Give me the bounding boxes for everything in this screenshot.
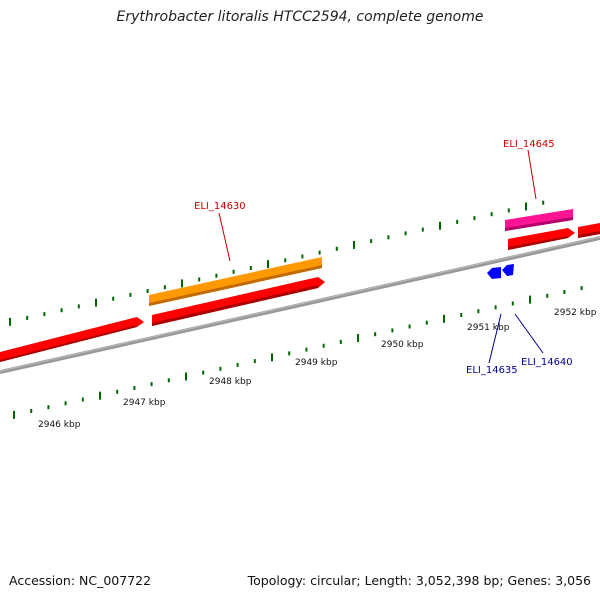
leader-eli14630 bbox=[218, 212, 231, 262]
kbp-label-2950: 2950 kbp bbox=[381, 340, 424, 350]
kbp-label-2951: 2951 kbp bbox=[467, 323, 510, 333]
forward-gene-left[interactable] bbox=[0, 317, 144, 362]
kbp-label-2952: 2952 kbp bbox=[554, 308, 597, 318]
kbp-label-2947: 2947 kbp bbox=[123, 398, 166, 408]
forward-gene-edge[interactable] bbox=[578, 223, 600, 238]
label-eli14630[interactable]: ELI_14630 bbox=[194, 201, 246, 212]
gene-eli14635-arrow[interactable] bbox=[487, 267, 501, 279]
leader-eli14645 bbox=[527, 149, 537, 200]
inner-tick-row bbox=[13, 286, 583, 419]
leader-eli14635 bbox=[488, 313, 502, 364]
kbp-label-2946: 2946 kbp bbox=[38, 420, 81, 430]
label-eli14640[interactable]: ELI_14640 bbox=[521, 357, 573, 368]
forward-gene-middle[interactable] bbox=[152, 277, 325, 326]
gene-eli14645-bar[interactable] bbox=[505, 209, 573, 231]
genome-summary-text: Topology: circular; Length: 3,052,398 bp… bbox=[247, 573, 591, 588]
leader-eli14640 bbox=[514, 313, 544, 354]
outer-tick-row bbox=[9, 200, 545, 326]
genome-title: Erythrobacter litoralis HTCC2594, comple… bbox=[116, 9, 484, 25]
genome-backbone-highlight bbox=[0, 236, 600, 372]
gene-eli14630-bar[interactable] bbox=[149, 257, 322, 306]
kbp-label-2948: 2948 kbp bbox=[209, 377, 252, 387]
accession-text: Accession: NC_007722 bbox=[9, 573, 152, 588]
forward-gene-right[interactable] bbox=[508, 228, 575, 250]
genome-backbone bbox=[0, 236, 600, 374]
kbp-label-2949: 2949 kbp bbox=[295, 358, 338, 368]
label-eli14635[interactable]: ELI_14635 bbox=[466, 365, 518, 376]
label-eli14645[interactable]: ELI_14645 bbox=[503, 139, 555, 150]
gene-eli14640-arrow[interactable] bbox=[502, 264, 514, 276]
